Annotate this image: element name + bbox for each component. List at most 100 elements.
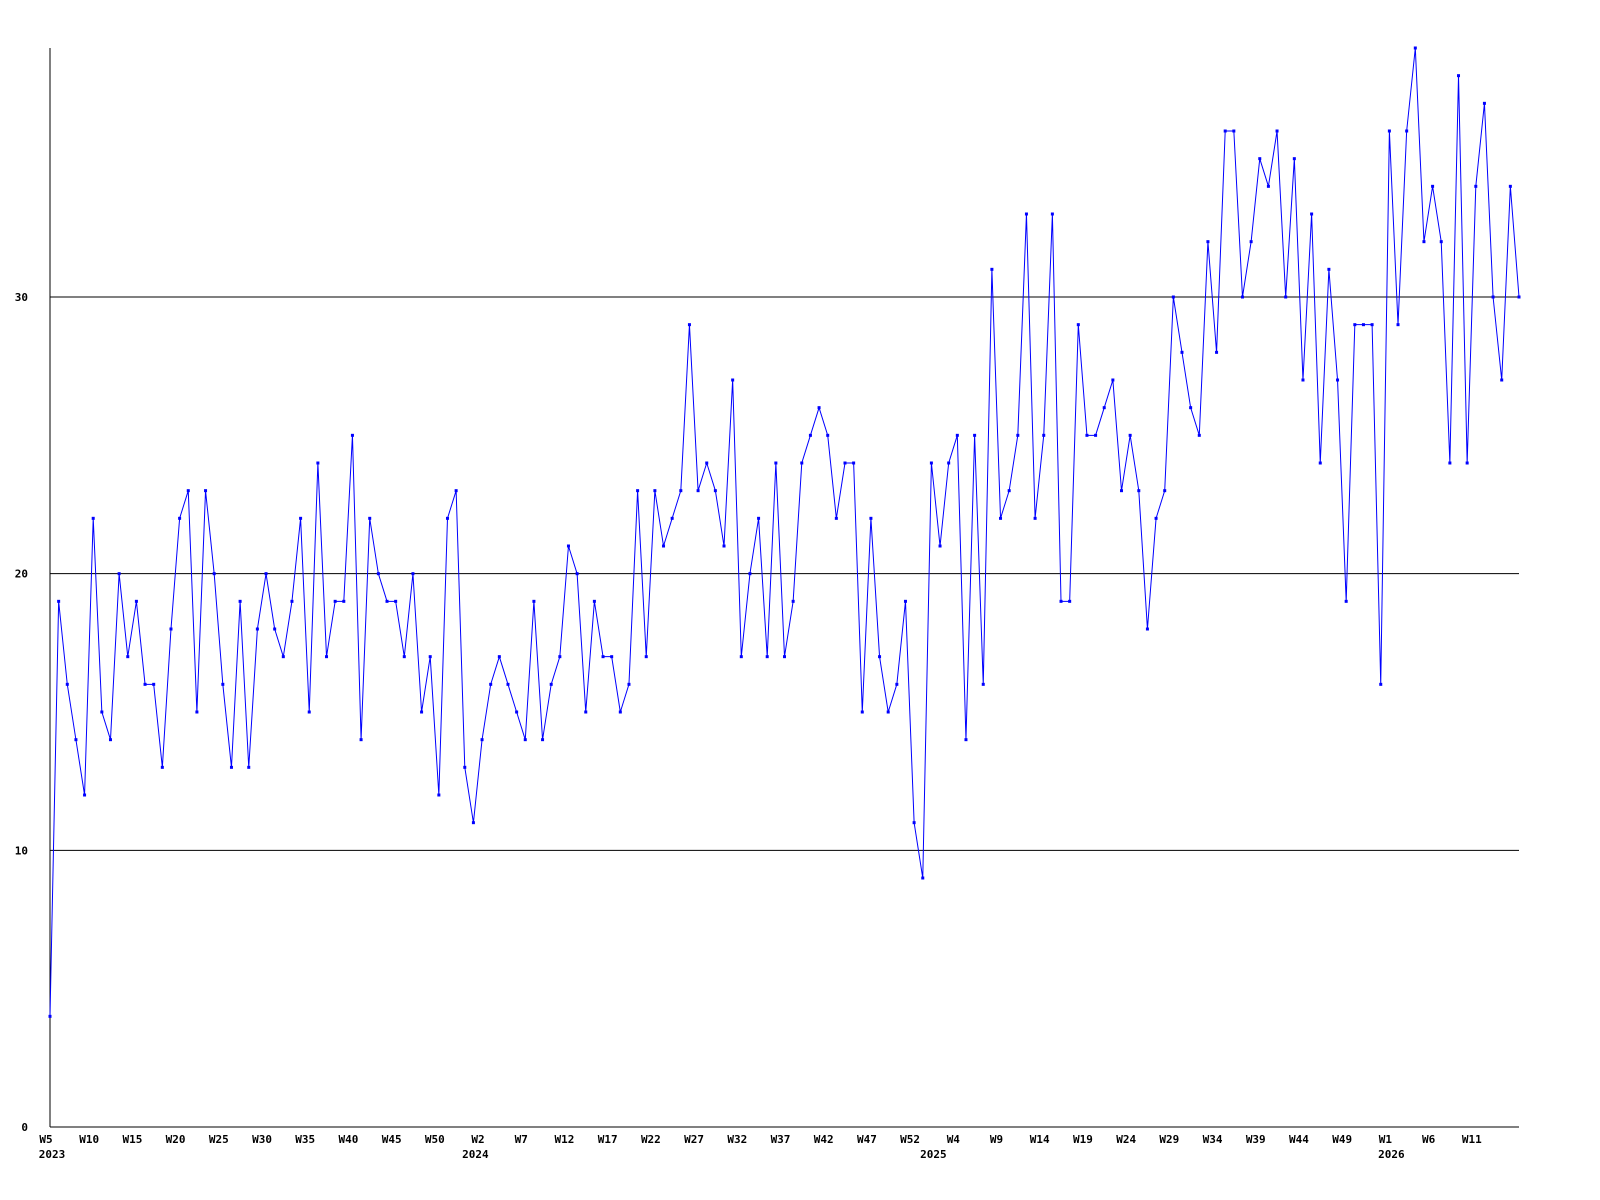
data-point	[359, 738, 363, 742]
data-point	[1405, 129, 1409, 133]
x-tick-label: W7	[515, 1133, 528, 1146]
data-point	[307, 710, 311, 714]
data-point	[532, 599, 536, 603]
data-point	[1111, 378, 1115, 382]
data-point	[506, 682, 510, 686]
data-point	[204, 489, 208, 493]
data-point	[886, 710, 890, 714]
x-tick-label: W49	[1332, 1133, 1352, 1146]
data-point	[1050, 212, 1054, 216]
data-point	[100, 710, 104, 714]
data-point	[1171, 295, 1175, 299]
data-point	[1336, 378, 1340, 382]
data-point	[143, 682, 147, 686]
x-tick-label: W12	[555, 1133, 575, 1146]
data-point	[1068, 599, 1072, 603]
data-point	[774, 461, 778, 465]
data-point	[834, 516, 838, 520]
data-point	[273, 627, 277, 631]
data-point	[1215, 350, 1219, 354]
data-point	[800, 461, 804, 465]
x-tick-label: W34	[1203, 1133, 1223, 1146]
data-point	[152, 682, 156, 686]
data-point	[333, 599, 337, 603]
data-point	[938, 544, 942, 548]
data-point	[1137, 489, 1141, 493]
data-point	[1457, 74, 1461, 78]
data-point	[618, 710, 622, 714]
data-point	[791, 599, 795, 603]
data-point	[445, 516, 449, 520]
data-point	[964, 738, 968, 742]
year-label: 2024	[462, 1148, 489, 1161]
data-point	[1387, 129, 1391, 133]
data-point	[1431, 184, 1435, 188]
data-point	[1439, 240, 1443, 244]
data-point	[480, 738, 484, 742]
data-point	[91, 516, 95, 520]
data-point	[290, 599, 294, 603]
x-tick-label: W10	[79, 1133, 99, 1146]
data-point	[566, 544, 570, 548]
data-point	[679, 489, 683, 493]
data-point	[636, 489, 640, 493]
data-point	[402, 655, 406, 659]
data-point	[757, 516, 761, 520]
data-point	[696, 489, 700, 493]
data-point	[1465, 461, 1469, 465]
data-point	[1508, 184, 1512, 188]
data-point	[947, 461, 951, 465]
data-point	[1232, 129, 1236, 133]
data-point	[350, 433, 354, 437]
data-point	[1292, 157, 1296, 161]
data-point	[817, 406, 821, 410]
data-point	[1396, 323, 1400, 327]
x-tick-label: W39	[1246, 1133, 1266, 1146]
data-point	[1085, 433, 1089, 437]
data-point	[1474, 184, 1478, 188]
data-point	[1370, 323, 1374, 327]
x-tick-label: W47	[857, 1133, 877, 1146]
data-point	[1422, 240, 1426, 244]
year-label: 2026	[1378, 1148, 1405, 1161]
y-tick-label: 30	[15, 291, 28, 304]
data-point	[1120, 489, 1124, 493]
data-point	[1344, 599, 1348, 603]
data-point	[1154, 516, 1158, 520]
x-tick-label: W44	[1289, 1133, 1309, 1146]
data-point	[1007, 489, 1011, 493]
data-point	[955, 433, 959, 437]
x-tick-label: W14	[1030, 1133, 1050, 1146]
data-point	[160, 765, 164, 769]
data-point	[921, 876, 925, 880]
data-point	[221, 682, 225, 686]
data-point	[808, 433, 812, 437]
data-point	[1379, 682, 1383, 686]
data-point	[627, 682, 631, 686]
x-tick-label: W5	[39, 1133, 52, 1146]
x-tick-label: W24	[1116, 1133, 1136, 1146]
data-point	[1353, 323, 1357, 327]
x-tick-label: W11	[1462, 1133, 1482, 1146]
y-tick-label: 0	[21, 1121, 28, 1134]
data-point	[515, 710, 519, 714]
data-point	[255, 627, 259, 631]
data-point	[1284, 295, 1288, 299]
data-point	[238, 599, 242, 603]
data-point	[705, 461, 709, 465]
data-point	[1016, 433, 1020, 437]
data-point	[186, 489, 190, 493]
data-point	[973, 433, 977, 437]
data-point	[394, 599, 398, 603]
x-tick-label: W40	[339, 1133, 359, 1146]
data-point	[437, 793, 441, 797]
x-tick-label: W35	[295, 1133, 315, 1146]
data-point	[610, 655, 614, 659]
data-point	[1206, 240, 1210, 244]
data-point	[489, 682, 493, 686]
data-point	[895, 682, 899, 686]
data-point	[1491, 295, 1495, 299]
data-point	[575, 572, 579, 576]
data-point	[1482, 101, 1486, 105]
